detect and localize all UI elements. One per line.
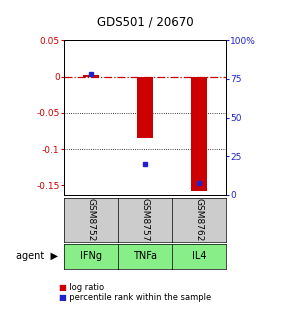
Text: IL4: IL4 <box>192 251 206 261</box>
Text: GSM8752: GSM8752 <box>86 198 95 242</box>
Text: agent  ▶: agent ▶ <box>16 251 58 261</box>
Bar <box>137 77 153 138</box>
Text: IFNg: IFNg <box>80 251 102 261</box>
Text: TNFa: TNFa <box>133 251 157 261</box>
Text: ■: ■ <box>58 283 66 292</box>
Bar <box>191 77 207 191</box>
Text: ■: ■ <box>58 293 66 302</box>
Text: percentile rank within the sample: percentile rank within the sample <box>64 293 211 302</box>
Text: GSM8762: GSM8762 <box>195 198 204 242</box>
Bar <box>83 75 99 77</box>
Text: GDS501 / 20670: GDS501 / 20670 <box>97 15 193 28</box>
Text: GSM8757: GSM8757 <box>140 198 150 242</box>
Text: log ratio: log ratio <box>64 283 104 292</box>
